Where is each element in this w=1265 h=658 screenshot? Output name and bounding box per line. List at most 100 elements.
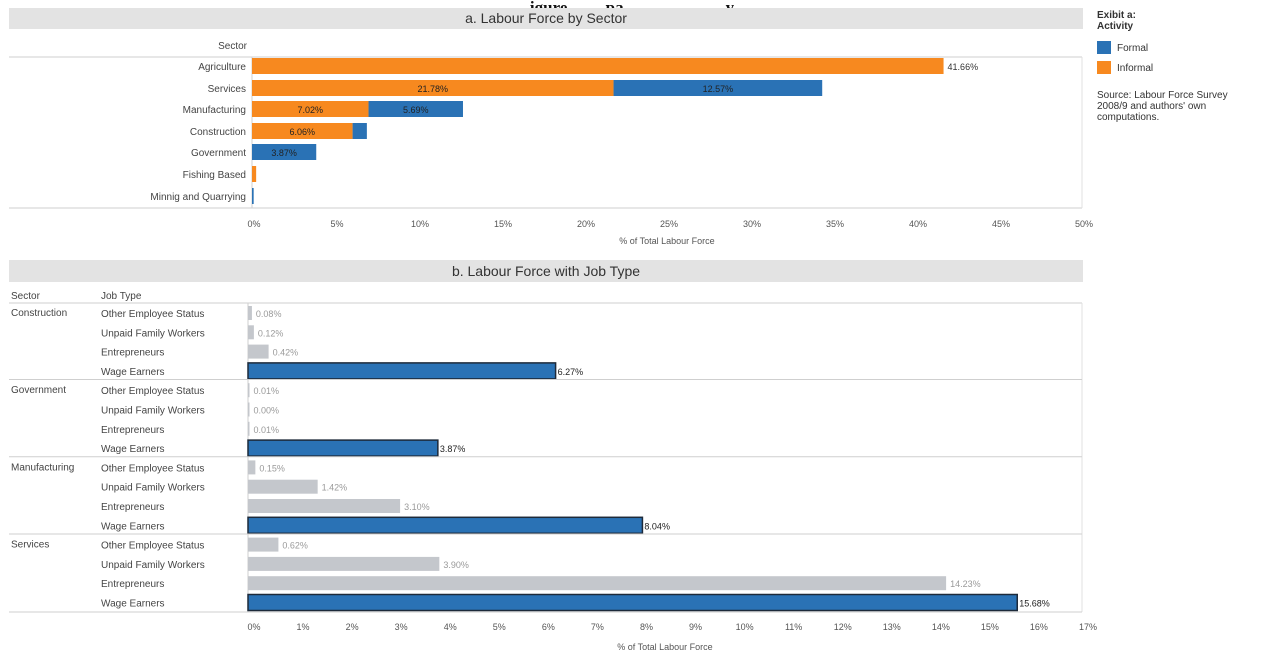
chart-a-bar-informal — [252, 80, 614, 96]
chart-b-x-tick-label: 12% — [834, 622, 852, 632]
chart-b-data-label: 1.42% — [322, 483, 348, 493]
chart-a-x-tick-label: 30% — [743, 219, 761, 229]
chart-b-x-tick-label: 4% — [444, 622, 457, 632]
chart-b-bar — [248, 306, 252, 320]
chart-b-bar — [248, 421, 250, 436]
chart-b-bar-wage-earners — [247, 362, 557, 380]
chart-b-data-label: 3.10% — [404, 502, 430, 512]
chart-a-data-label: 12.57% — [703, 84, 734, 94]
chart-a-row-header: Sector — [218, 41, 248, 52]
chart-b-bar-wage-earners — [247, 439, 439, 457]
chart-b-job-label: Other Employee Status — [101, 386, 204, 397]
chart-a-x-tick-label: 35% — [826, 219, 844, 229]
chart-a-category-label: Services — [208, 84, 246, 95]
chart-a-x-tick-label: 45% — [992, 219, 1010, 229]
chart-b-data-label: 8.04% — [644, 521, 670, 531]
chart-a-title-band — [9, 8, 1083, 29]
chart-a-bar-informal — [252, 58, 944, 74]
chart-b-x-tick-label: 15% — [981, 622, 999, 632]
chart-b-row-header-job: Job Type — [101, 291, 142, 302]
chart-b-data-label: 14.23% — [950, 579, 981, 589]
chart-b-title-band — [9, 260, 1083, 282]
chart-b-bar — [248, 556, 440, 571]
legend-title: Exibit a: — [1097, 10, 1136, 21]
chart-b-x-tick-label: 17% — [1079, 622, 1097, 632]
chart-b-title: b. Labour Force with Job Type — [452, 263, 640, 279]
legend-title: Activity — [1097, 21, 1134, 32]
chart-b-x-tick-label: 14% — [932, 622, 950, 632]
chart-b-x-tick-label: 2% — [346, 622, 359, 632]
chart-b-x-tick-label: 1% — [297, 622, 310, 632]
chart-b-x-tick-label: 10% — [736, 622, 754, 632]
chart-b-x-tick-label: 11% — [785, 622, 802, 632]
chart-a-x-tick-label: 15% — [494, 219, 512, 229]
chart-b-data-label: 0.01% — [254, 425, 280, 435]
chart-b-x-tick-label: 8% — [640, 622, 653, 632]
chart-b-x-tick-label: 9% — [689, 622, 702, 632]
chart-b-x-tick-label: 16% — [1030, 622, 1048, 632]
chart-a-data-label: 3.87% — [271, 148, 297, 158]
chart-a-x-tick-label: 25% — [660, 219, 678, 229]
chart-b-sector-label: Manufacturing — [11, 462, 74, 473]
chart-b-data-label: 0.42% — [273, 348, 299, 358]
chart-a-bar-formal — [252, 144, 317, 160]
chart-a-category-label: Agriculture — [198, 62, 246, 73]
chart-a-x-tick-label: 40% — [909, 219, 927, 229]
chart-a-bar-informal — [252, 101, 369, 117]
legend-source-note: Source: Labour Force Survey 2008/9 and au… — [1097, 90, 1228, 123]
chart-b-bar — [248, 325, 254, 340]
chart-a-bar-informal — [252, 123, 353, 139]
chart-a-x-axis-label: % of Total Labour Force — [619, 236, 714, 246]
chart-b-sector-label: Services — [11, 540, 49, 551]
chart-a-bar-informal — [252, 166, 257, 182]
chart-b-x-tick-label: 3% — [395, 622, 408, 632]
chart-b-job-label: Wage Earners — [101, 367, 165, 378]
chart-b-data-label: 0.15% — [259, 463, 285, 473]
legend-label: Formal — [1117, 43, 1148, 54]
chart-b-data-label: 0.00% — [254, 406, 280, 416]
chart-b-job-label: Entrepreneurs — [101, 348, 164, 359]
chart-a-category-label: Manufacturing — [183, 105, 246, 116]
chart-b-data-label: 0.01% — [254, 386, 280, 396]
chart-b-x-tick-label: 0% — [247, 622, 260, 632]
chart-b-x-tick-label: 6% — [542, 622, 555, 632]
chart-a-category-label: Construction — [190, 127, 246, 138]
chart-b-data-label: 3.90% — [443, 560, 469, 570]
chart-b-sector-label: Construction — [11, 308, 67, 319]
chart-b-job-label: Other Employee Status — [101, 541, 204, 552]
chart-b-job-label: Unpaid Family Workers — [101, 328, 205, 339]
chart-b-bar — [248, 499, 401, 513]
chart-b-bar — [248, 576, 947, 591]
chart-b-x-axis-label: % of Total Labour Force — [617, 642, 712, 652]
chart-b-sector-label: Government — [11, 385, 66, 396]
chart-b-job-label: Wage Earners — [101, 444, 165, 455]
chart-b-bar — [248, 537, 279, 552]
chart-b-job-label: Unpaid Family Workers — [101, 560, 205, 571]
chart-b-data-label: 0.12% — [258, 328, 284, 338]
chart-a-data-label: 41.66% — [948, 62, 979, 72]
chart-b-job-label: Entrepreneurs — [101, 502, 164, 513]
chart-b-data-label: 0.08% — [256, 309, 282, 319]
legend-label: Informal — [1117, 63, 1153, 74]
chart-a-x-tick-label: 0% — [247, 219, 260, 229]
chart-a-bar-formal — [368, 101, 463, 117]
chart-a-category-label: Minnig and Quarrying — [150, 192, 246, 203]
legend-swatch-formal — [1097, 41, 1111, 54]
chart-b-job-label: Entrepreneurs — [101, 425, 164, 436]
chart-b-row-header-sector: Sector — [11, 291, 41, 302]
chart-b-bar — [248, 344, 269, 359]
chart-b-job-label: Wage Earners — [101, 521, 165, 532]
chart-b-job-label: Other Employee Status — [101, 463, 204, 474]
chart-a-category-label: Fishing Based — [183, 170, 246, 181]
chart-a-data-label: 7.02% — [298, 105, 324, 115]
chart-b-job-label: Unpaid Family Workers — [101, 406, 205, 417]
chart-b-job-label: Unpaid Family Workers — [101, 483, 205, 494]
chart-b-data-label: 6.27% — [558, 367, 584, 377]
chart-b-bar — [248, 402, 250, 417]
chart-b-data-label: 15.68% — [1019, 599, 1050, 609]
chart-b-x-tick-label: 7% — [591, 622, 604, 632]
chart-b-x-tick-label: 13% — [883, 622, 901, 632]
chart-a-bar-formal — [352, 123, 367, 139]
chart-b-data-label: 0.62% — [282, 541, 308, 551]
